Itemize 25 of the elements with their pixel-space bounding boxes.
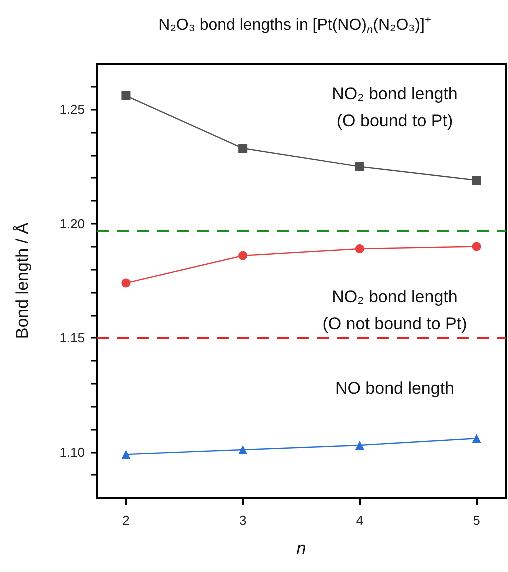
point xyxy=(238,144,248,154)
x-tick-label: 5 xyxy=(473,513,480,528)
x-axis-title: n xyxy=(296,539,306,558)
point xyxy=(472,176,482,185)
point xyxy=(472,242,482,252)
point xyxy=(122,278,131,288)
y-axis-title: Bond length / Å xyxy=(13,222,32,340)
point xyxy=(472,434,482,444)
y-tick-label: 1.10 xyxy=(60,444,85,460)
x-tick-label: 4 xyxy=(356,513,364,528)
point xyxy=(122,91,131,100)
point xyxy=(238,446,248,455)
point xyxy=(355,244,364,254)
point xyxy=(355,440,364,450)
text: NO₂ bond length (O not bound to Pt) xyxy=(322,288,468,334)
point xyxy=(122,450,131,460)
y-tick-label: 1.15 xyxy=(60,330,85,346)
x-tick-label: 2 xyxy=(122,513,130,528)
y-tick-label: 1.20 xyxy=(60,216,85,232)
x-tick-label: 3 xyxy=(239,513,247,528)
series-label: NO₂ bond length (O bound to Pt) xyxy=(332,84,458,130)
y-tick-label: 1.25 xyxy=(60,102,85,118)
text: NO bond length xyxy=(335,378,455,398)
point xyxy=(355,162,364,172)
point xyxy=(238,251,248,260)
